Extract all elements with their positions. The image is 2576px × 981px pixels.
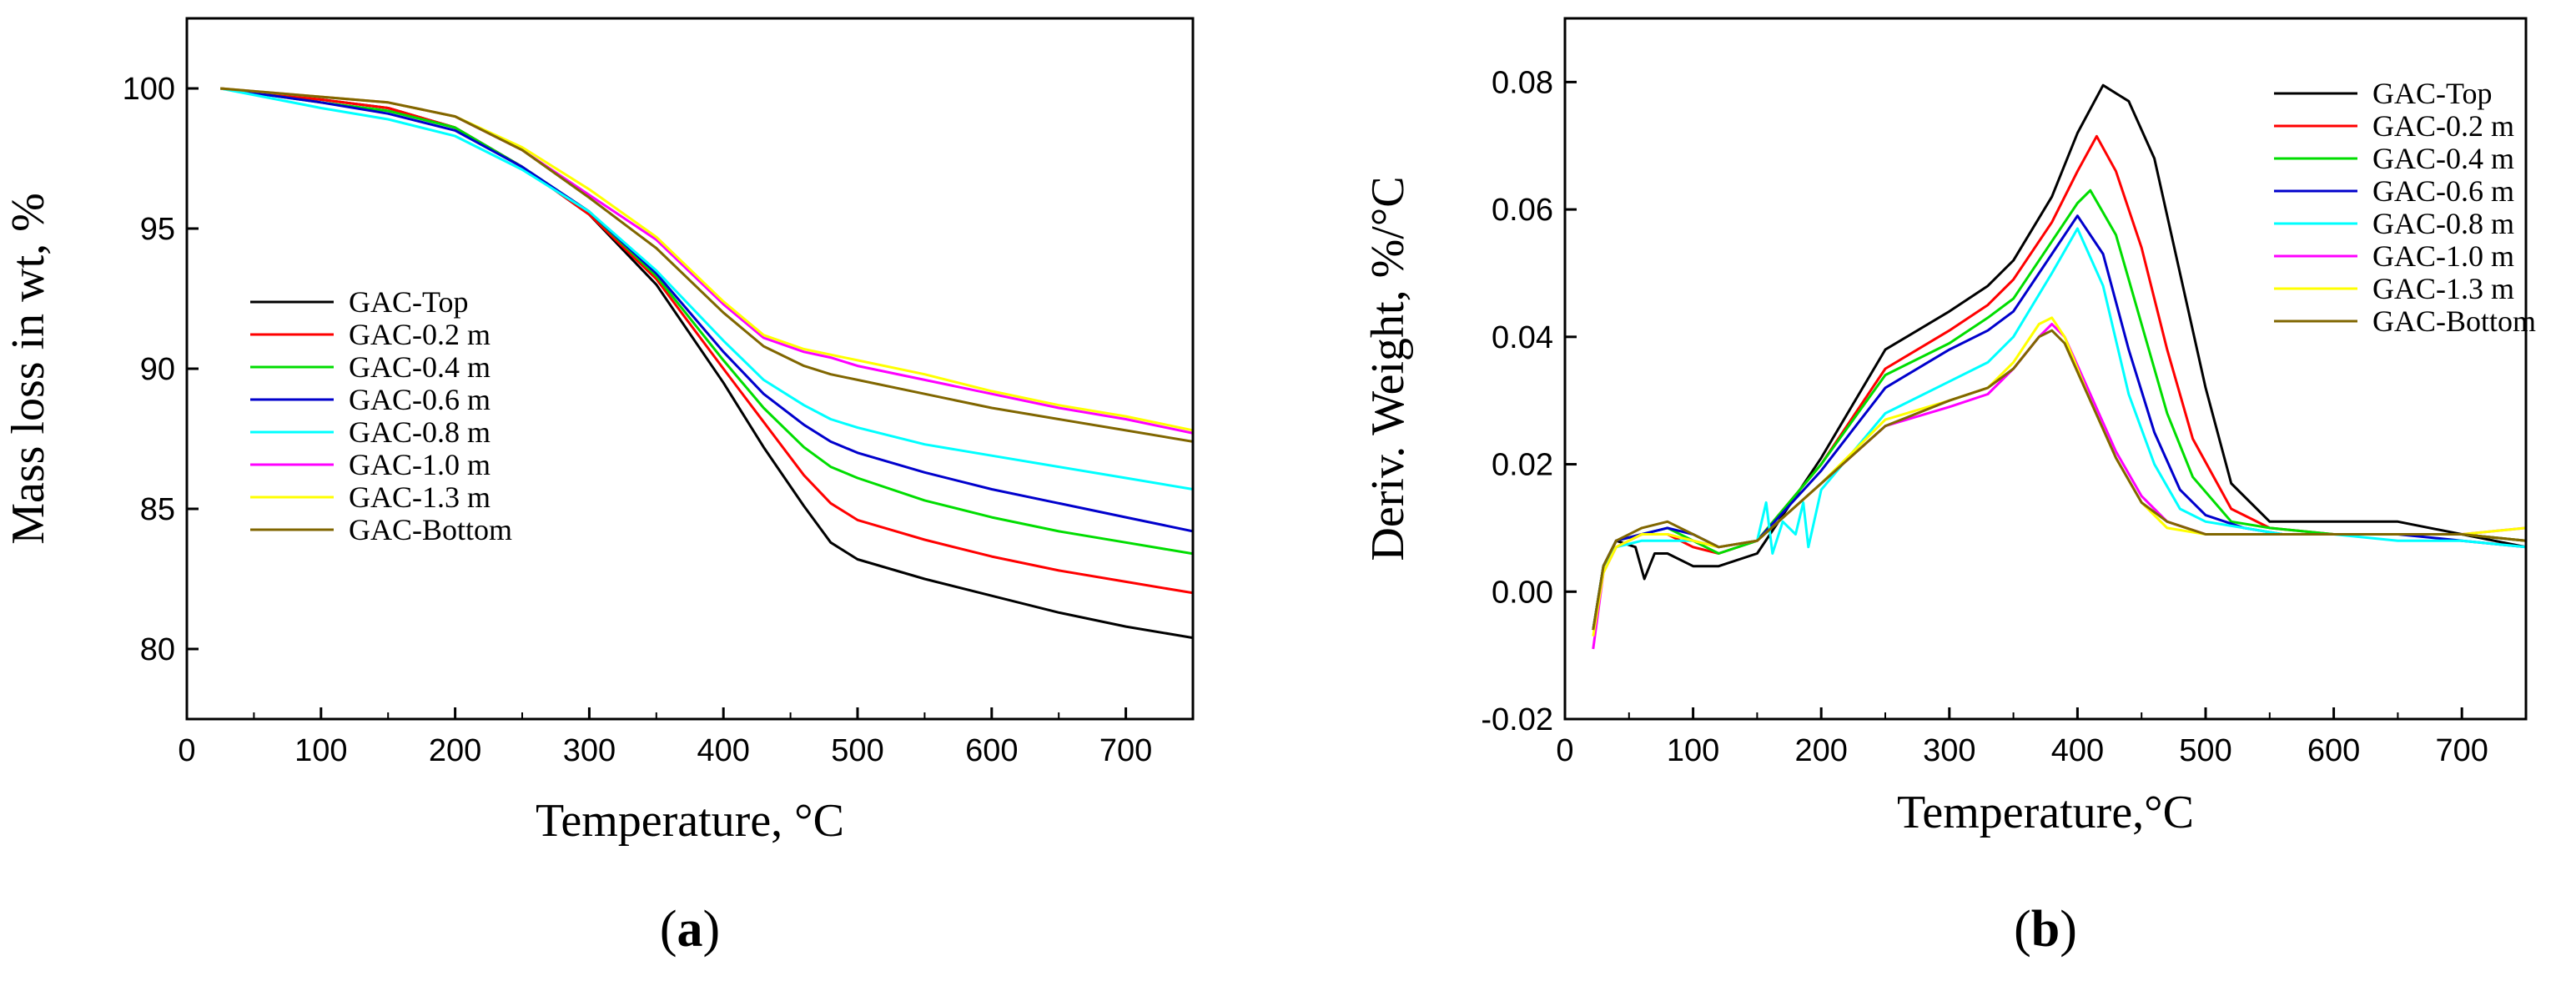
y-tick-label: -0.02: [1481, 702, 1553, 737]
series-line-gac-top: [1592, 83, 2526, 631]
legend-label: GAC-0.6 m: [2372, 174, 2514, 208]
y-tick-label: 0.02: [1492, 448, 1553, 483]
y-axis-label: Mass loss in wt, %: [3, 193, 54, 545]
series-lines: [1592, 83, 2526, 650]
legend-label: GAC-1.3 m: [2372, 272, 2514, 305]
x-tick-label: 0: [178, 733, 195, 768]
y-tick-label: 90: [140, 352, 175, 387]
x-tick-label: 100: [294, 733, 347, 768]
y-tick-label: 100: [123, 72, 175, 107]
series-line-gac-1-3-m: [1592, 316, 2526, 636]
chart-panel-a: 0 100 200 300 400 500 600 700 80 85 90 95 100 Tempera…: [3, 17, 1195, 958]
x-tick-label: 700: [1099, 733, 1152, 768]
legend-label: GAC-0.8 m: [2372, 207, 2514, 240]
legend-label: GAC-Bottom: [2372, 304, 2536, 338]
series-line-gac-bottom: [220, 87, 1193, 443]
legend-label: GAC-Bottom: [349, 513, 512, 546]
legend-label: GAC-0.2 m: [2372, 109, 2514, 143]
legend-label: GAC-0.6 m: [349, 383, 491, 416]
y-tick-label: 95: [140, 212, 175, 247]
legend-label: GAC-0.4 m: [2372, 142, 2514, 175]
panel-label-letter: b: [2031, 901, 2060, 958]
series-line-gac-1-0-m: [1592, 323, 2526, 650]
panel-label: (b): [2014, 901, 2077, 958]
series-lines: [219, 87, 1193, 640]
x-tick-label: 700: [2435, 733, 2488, 768]
x-tick-label: 500: [2179, 733, 2231, 768]
chart-panel-b: 0 100 200 300 400 500 600 700 -0.02 0.00 0.02 0.04 0…: [1362, 17, 2536, 958]
series-line-gac-0-6-m: [219, 87, 1193, 533]
x-tick-label: 500: [831, 733, 883, 768]
panel-label-close: ): [2060, 901, 2077, 958]
plot-frame: [185, 17, 1195, 721]
legend-label: GAC-0.4 m: [349, 350, 491, 384]
legend-label: GAC-1.0 m: [2372, 239, 2514, 273]
panel-label-close: ): [703, 901, 721, 958]
x-axis-label: Temperature,°C: [1897, 787, 2194, 838]
series-line-gac-bottom: [1592, 329, 2526, 631]
y-axis-label: Deriv. Weight, %/°C: [1362, 176, 1414, 561]
series-line-gac-0-4-m: [219, 87, 1193, 556]
legend-label: GAC-Top: [349, 285, 468, 319]
legend-label: GAC-Top: [2372, 77, 2492, 110]
x-tick-label: 600: [965, 733, 1018, 768]
x-tick-label: 100: [1667, 733, 1719, 768]
x-axis-label: Temperature, °C: [536, 795, 844, 847]
y-tick-label: 0.04: [1492, 320, 1553, 355]
series-line-gac-0-8-m: [219, 87, 1193, 490]
y-tick-label: 0.08: [1492, 65, 1553, 100]
panel-label: (a): [660, 901, 720, 958]
y-tick-label: 85: [140, 492, 175, 527]
legend-label: GAC-0.2 m: [349, 318, 491, 351]
legend-label: GAC-1.3 m: [349, 480, 491, 514]
x-tick-label: 300: [563, 733, 616, 768]
x-tick-label: 200: [1794, 733, 1847, 768]
x-tick-label: 200: [429, 733, 481, 768]
plot-frame: [1563, 17, 2528, 721]
legend-label: GAC-1.0 m: [349, 448, 491, 481]
y-tick-label: 0.00: [1492, 575, 1553, 610]
x-tick-label: 0: [1556, 733, 1573, 768]
panel-label-letter: a: [677, 901, 703, 958]
panel-label-open: (: [660, 901, 677, 958]
panel-label-open: (: [2014, 901, 2031, 958]
x-tick-label: 600: [2307, 733, 2360, 768]
legend-label: GAC-0.8 m: [349, 415, 491, 449]
x-tick-label: 400: [2051, 733, 2104, 768]
y-tick-label: 0.06: [1492, 193, 1553, 228]
x-tick-label: 300: [1923, 733, 1975, 768]
x-tick-label: 400: [697, 733, 749, 768]
y-tick-label: 80: [140, 632, 175, 667]
